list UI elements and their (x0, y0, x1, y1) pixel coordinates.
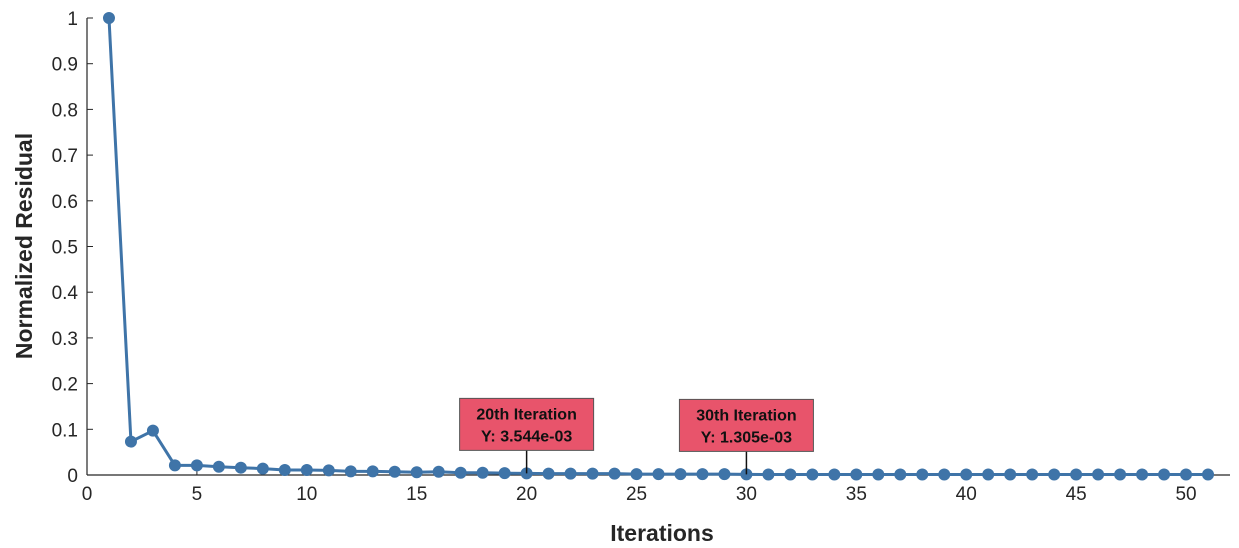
annotation-value: Y: 3.544e-03 (481, 428, 572, 445)
x-tick-label: 20 (516, 484, 537, 505)
annotation-title: 30th Iteration (696, 407, 796, 424)
data-point (1026, 468, 1039, 481)
data-point (476, 466, 489, 479)
data-point (432, 465, 445, 478)
data-point (212, 460, 225, 473)
annotation-title: 20th Iteration (476, 406, 576, 423)
data-point (586, 467, 599, 480)
y-tick-label: 0.8 (52, 100, 78, 121)
data-point (410, 466, 423, 479)
data-point (1158, 468, 1171, 481)
data-point (938, 468, 951, 481)
x-tick-label: 45 (1066, 484, 1087, 505)
data-point (498, 467, 511, 480)
x-tick-label: 5 (192, 484, 203, 505)
y-tick-label: 0.3 (52, 329, 78, 350)
data-point (322, 464, 335, 477)
data-point (1114, 468, 1127, 481)
data-point (960, 468, 973, 481)
annotation-box (459, 397, 595, 451)
data-point (256, 462, 269, 475)
y-tick-label: 0.2 (52, 375, 78, 396)
data-point (234, 461, 247, 474)
data-point (388, 465, 401, 478)
data-point (718, 468, 731, 481)
data-point (1070, 468, 1083, 481)
y-tick-label: 0.5 (52, 238, 78, 259)
y-tick-label: 0 (67, 466, 78, 487)
series-line-path (107, 17, 1209, 477)
data-point (608, 467, 621, 480)
x-tick-label: 0 (82, 484, 93, 505)
data-point (1202, 468, 1215, 481)
data-point (894, 468, 907, 481)
data-point (146, 424, 159, 437)
data-point (102, 12, 115, 24)
data-point (982, 468, 995, 481)
data-point (828, 468, 841, 481)
data-point (652, 468, 665, 481)
y-axis-title: Normalized Residual (11, 133, 37, 359)
data-points (102, 12, 1215, 481)
y-tick-label: 0.7 (52, 146, 78, 167)
data-point (190, 459, 203, 472)
data-point (300, 463, 313, 476)
x-tick-label: 10 (296, 484, 317, 505)
x-axis-title: Iterations (610, 520, 714, 546)
annotations: 20th Iteration Y: 3.544e-03 30th Iteration… (459, 397, 814, 475)
y-tick-label: 0.6 (52, 192, 78, 213)
tick-labels: 0 5 10 15 20 25 30 35 40 45 50 0 0.1 0.2 0.3 0.4 0.5 0.6 0… (52, 9, 1197, 505)
data-point (1180, 468, 1193, 481)
axes (86, 17, 1230, 476)
data-point (168, 459, 181, 472)
data-point (696, 468, 709, 481)
data-point (674, 468, 687, 481)
x-tick-label: 25 (626, 484, 647, 505)
data-point (762, 468, 775, 481)
y-tick-label: 0.1 (52, 420, 78, 441)
data-point (1048, 468, 1061, 481)
annotation-value: Y: 1.305e-03 (701, 429, 792, 446)
y-tick-label: 1 (67, 9, 78, 30)
data-point (124, 435, 137, 448)
x-tick-label: 40 (956, 484, 977, 505)
data-point (916, 468, 929, 481)
data-point (1136, 468, 1149, 481)
x-tick-label: 15 (406, 484, 427, 505)
series-line (107, 17, 1209, 477)
data-point (1004, 468, 1017, 481)
data-point (630, 468, 643, 481)
data-point (454, 466, 467, 479)
data-point (542, 467, 555, 480)
x-tick-label: 30 (736, 484, 757, 505)
annotation-box (678, 398, 814, 452)
data-point (1092, 468, 1105, 481)
data-point (564, 467, 577, 480)
data-point (784, 468, 797, 481)
data-point (344, 465, 357, 478)
data-point (850, 468, 863, 481)
data-point (366, 465, 379, 478)
y-tick-label: 0.9 (52, 55, 78, 76)
data-point (806, 468, 819, 481)
data-point (872, 468, 885, 481)
y-tick-label: 0.4 (52, 283, 79, 304)
data-point (278, 463, 291, 476)
x-tick-label: 50 (1175, 484, 1196, 505)
x-tick-label: 35 (846, 484, 867, 505)
